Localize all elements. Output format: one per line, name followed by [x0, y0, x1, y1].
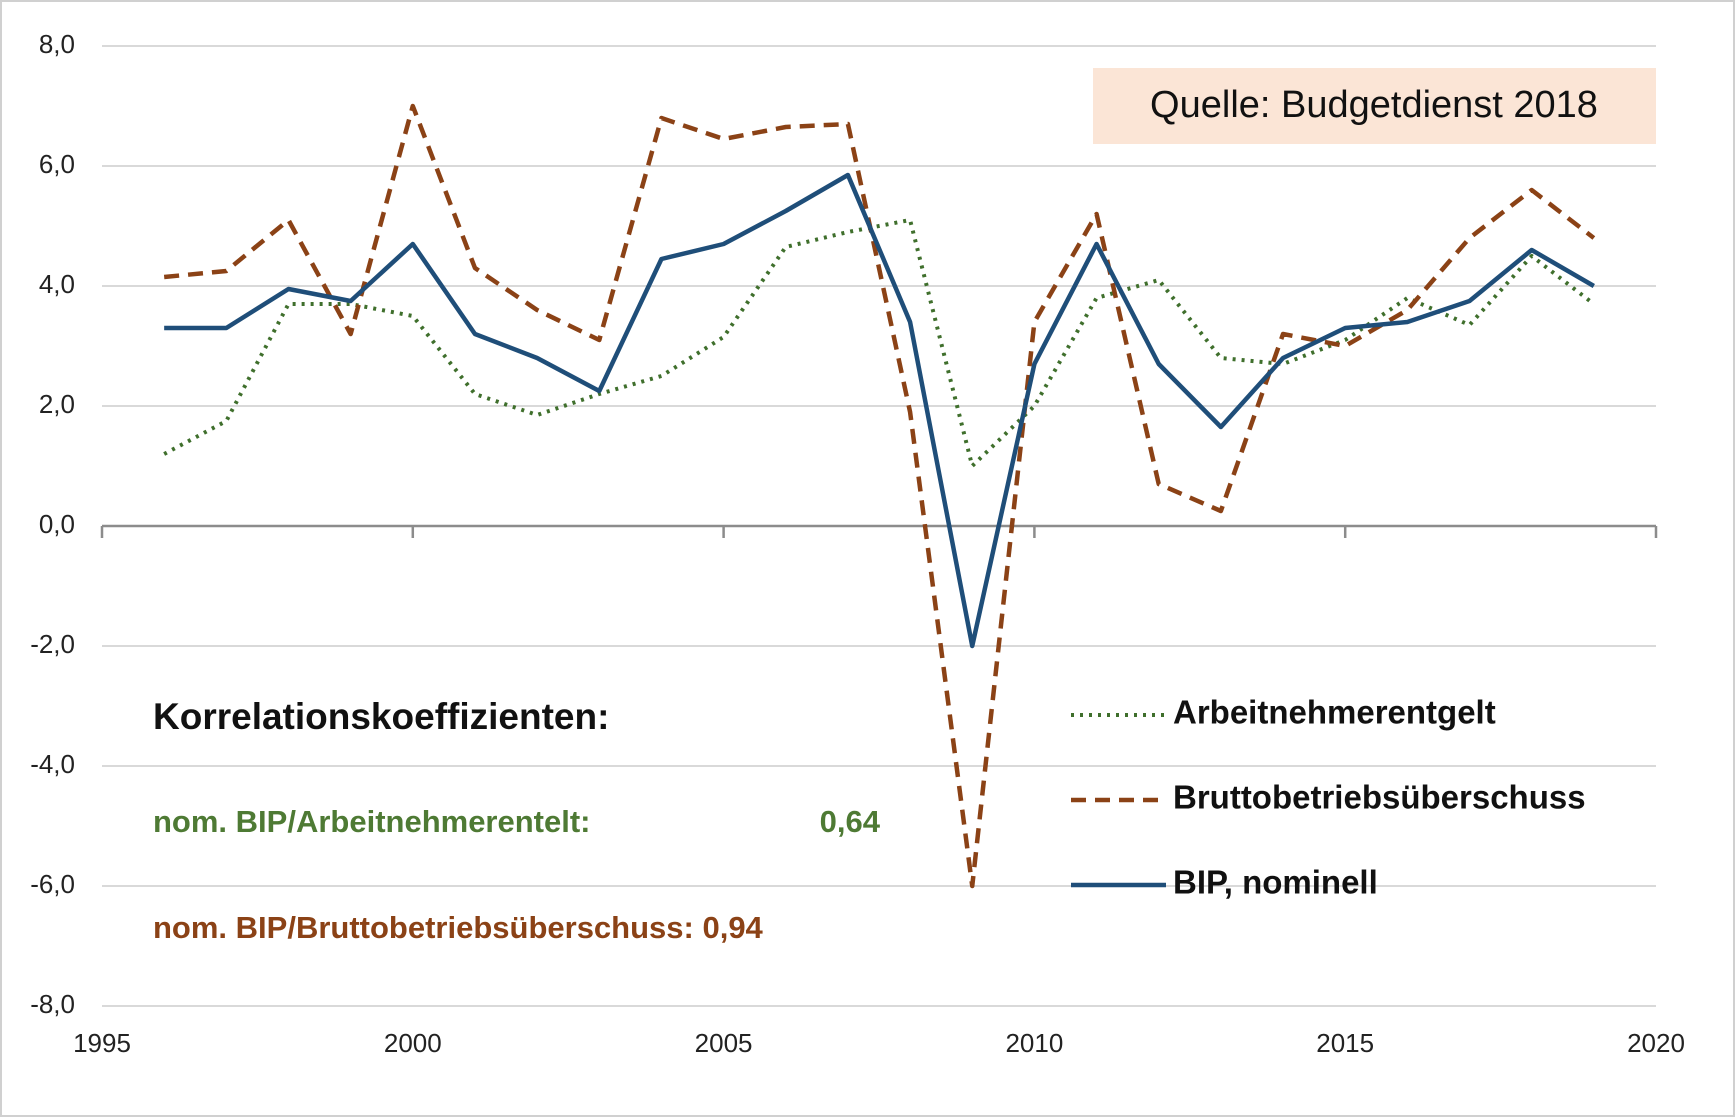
- y-tick-label: 6,0: [39, 149, 75, 179]
- series-line: [163, 218, 1596, 468]
- correlation-title: Korrelationskoeffizienten:: [153, 696, 609, 737]
- legend-item: Arbeitnehmerentgelt: [1071, 694, 1496, 731]
- y-tick-label: -2,0: [30, 629, 75, 659]
- y-tick-label: 8,0: [39, 29, 75, 59]
- legend-item: Bruttobetriebsüberschuss: [1071, 779, 1586, 816]
- source-box: [1093, 68, 1656, 144]
- legend-label: BIP, nominell: [1173, 864, 1378, 901]
- correlation-label: nom. BIP/Arbeitnehmerentelt:: [153, 804, 591, 839]
- x-tick-label: 1995: [73, 1028, 131, 1058]
- x-tick-label: 2015: [1316, 1028, 1374, 1058]
- x-tick-label: 2005: [695, 1028, 753, 1058]
- legend-label: Bruttobetriebsüberschuss: [1173, 779, 1586, 816]
- x-tick-label: 2010: [1005, 1028, 1063, 1058]
- correlation-value: 0,64: [820, 804, 881, 839]
- x-tick-label: 2020: [1627, 1028, 1685, 1058]
- y-tick-label: -6,0: [30, 869, 75, 899]
- y-tick-label: 2,0: [39, 389, 75, 419]
- y-tick-label: -4,0: [30, 749, 75, 779]
- y-tick-label: -8,0: [30, 989, 75, 1019]
- y-tick-label: 0,0: [39, 509, 75, 539]
- series-line: [164, 172, 1595, 649]
- x-tick-label: 2000: [384, 1028, 442, 1058]
- y-tick-label: 4,0: [39, 269, 75, 299]
- legend-label: Arbeitnehmerentgelt: [1173, 694, 1496, 731]
- source-note: Quelle: Budgetdienst 2018: [1150, 84, 1598, 126]
- correlation-label: nom. BIP/Bruttobetriebsüberschuss: 0,94: [153, 910, 764, 945]
- series-line: [163, 103, 1596, 889]
- legend-item: BIP, nominell: [1071, 864, 1378, 901]
